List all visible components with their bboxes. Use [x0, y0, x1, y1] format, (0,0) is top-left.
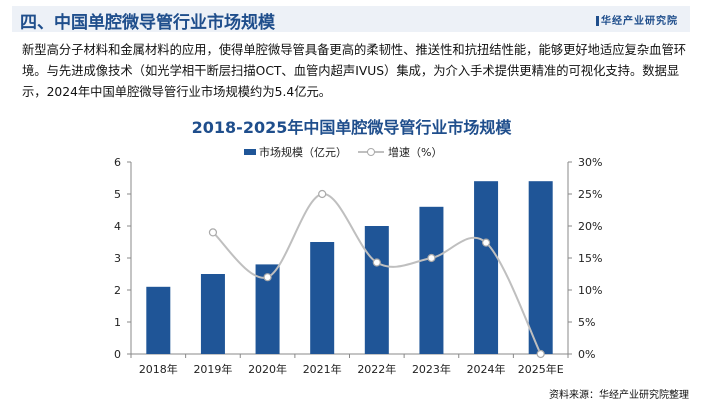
right-tick-label: 25%	[578, 188, 602, 201]
bar	[200, 274, 225, 354]
source-note: 资料来源：华经产业研究院整理	[549, 390, 689, 401]
x-tick-label: 2018年	[139, 362, 178, 376]
bar	[474, 181, 499, 354]
section-title: 四、中国单腔微导管行业市场规模	[20, 13, 275, 33]
left-tick-label: 5	[114, 188, 121, 201]
right-tick-label: 0%	[578, 348, 595, 361]
growth-point	[536, 349, 545, 359]
bar	[146, 286, 171, 354]
left-tick-label: 2	[114, 284, 121, 297]
growth-point	[263, 273, 272, 282]
left-tick-label: 1	[114, 316, 121, 329]
left-tick-label: 4	[114, 220, 121, 233]
right-tick-label: 10%	[578, 284, 602, 297]
bar	[310, 242, 335, 354]
legend-line-label: 增速（%）	[388, 145, 442, 159]
growth-point	[481, 238, 491, 247]
right-tick-label: 5%	[578, 316, 595, 329]
bar	[364, 226, 389, 354]
x-tick-label: 2024年	[467, 362, 506, 376]
right-tick-label: 15%	[578, 252, 602, 265]
section-header: 四、中国单腔微导管行业市场规模 华经产业研究院	[12, 6, 690, 33]
right-tick-label: 20%	[578, 220, 602, 233]
bar	[419, 206, 444, 354]
left-tick-label: 6	[114, 156, 121, 169]
left-tick-label: 3	[114, 252, 121, 265]
growth-point	[318, 189, 327, 199]
bar	[528, 181, 553, 354]
growth-point	[208, 228, 218, 237]
intro-paragraph: 新型高分子材料和金属材料的应用，使得单腔微导管具备更高的柔韧性、推送性和抗扭结性…	[22, 43, 687, 99]
x-tick-label: 2023年	[412, 362, 451, 376]
growth-point	[427, 253, 436, 263]
x-tick-label: 2025年E	[518, 362, 564, 376]
legend-bar-label: 市场规模（亿元）	[259, 145, 347, 159]
x-tick-label: 2020年	[248, 362, 287, 376]
logo-icon	[596, 16, 599, 26]
brand-name: 华经产业研究院	[601, 16, 678, 27]
x-tick-label: 2021年	[303, 362, 342, 376]
right-tick-label: 30%	[578, 156, 602, 169]
left-tick-label: 0	[114, 348, 121, 361]
brand-logo: 华经产业研究院	[596, 12, 678, 27]
growth-point	[372, 258, 381, 267]
legend-line-marker	[367, 148, 375, 156]
x-tick-label: 2022年	[357, 362, 396, 376]
chart-title: 2018-2025年中国单腔微导管行业市场规模	[191, 118, 512, 137]
x-tick-label: 2019年	[193, 362, 232, 376]
legend-bar-swatch	[244, 149, 256, 155]
